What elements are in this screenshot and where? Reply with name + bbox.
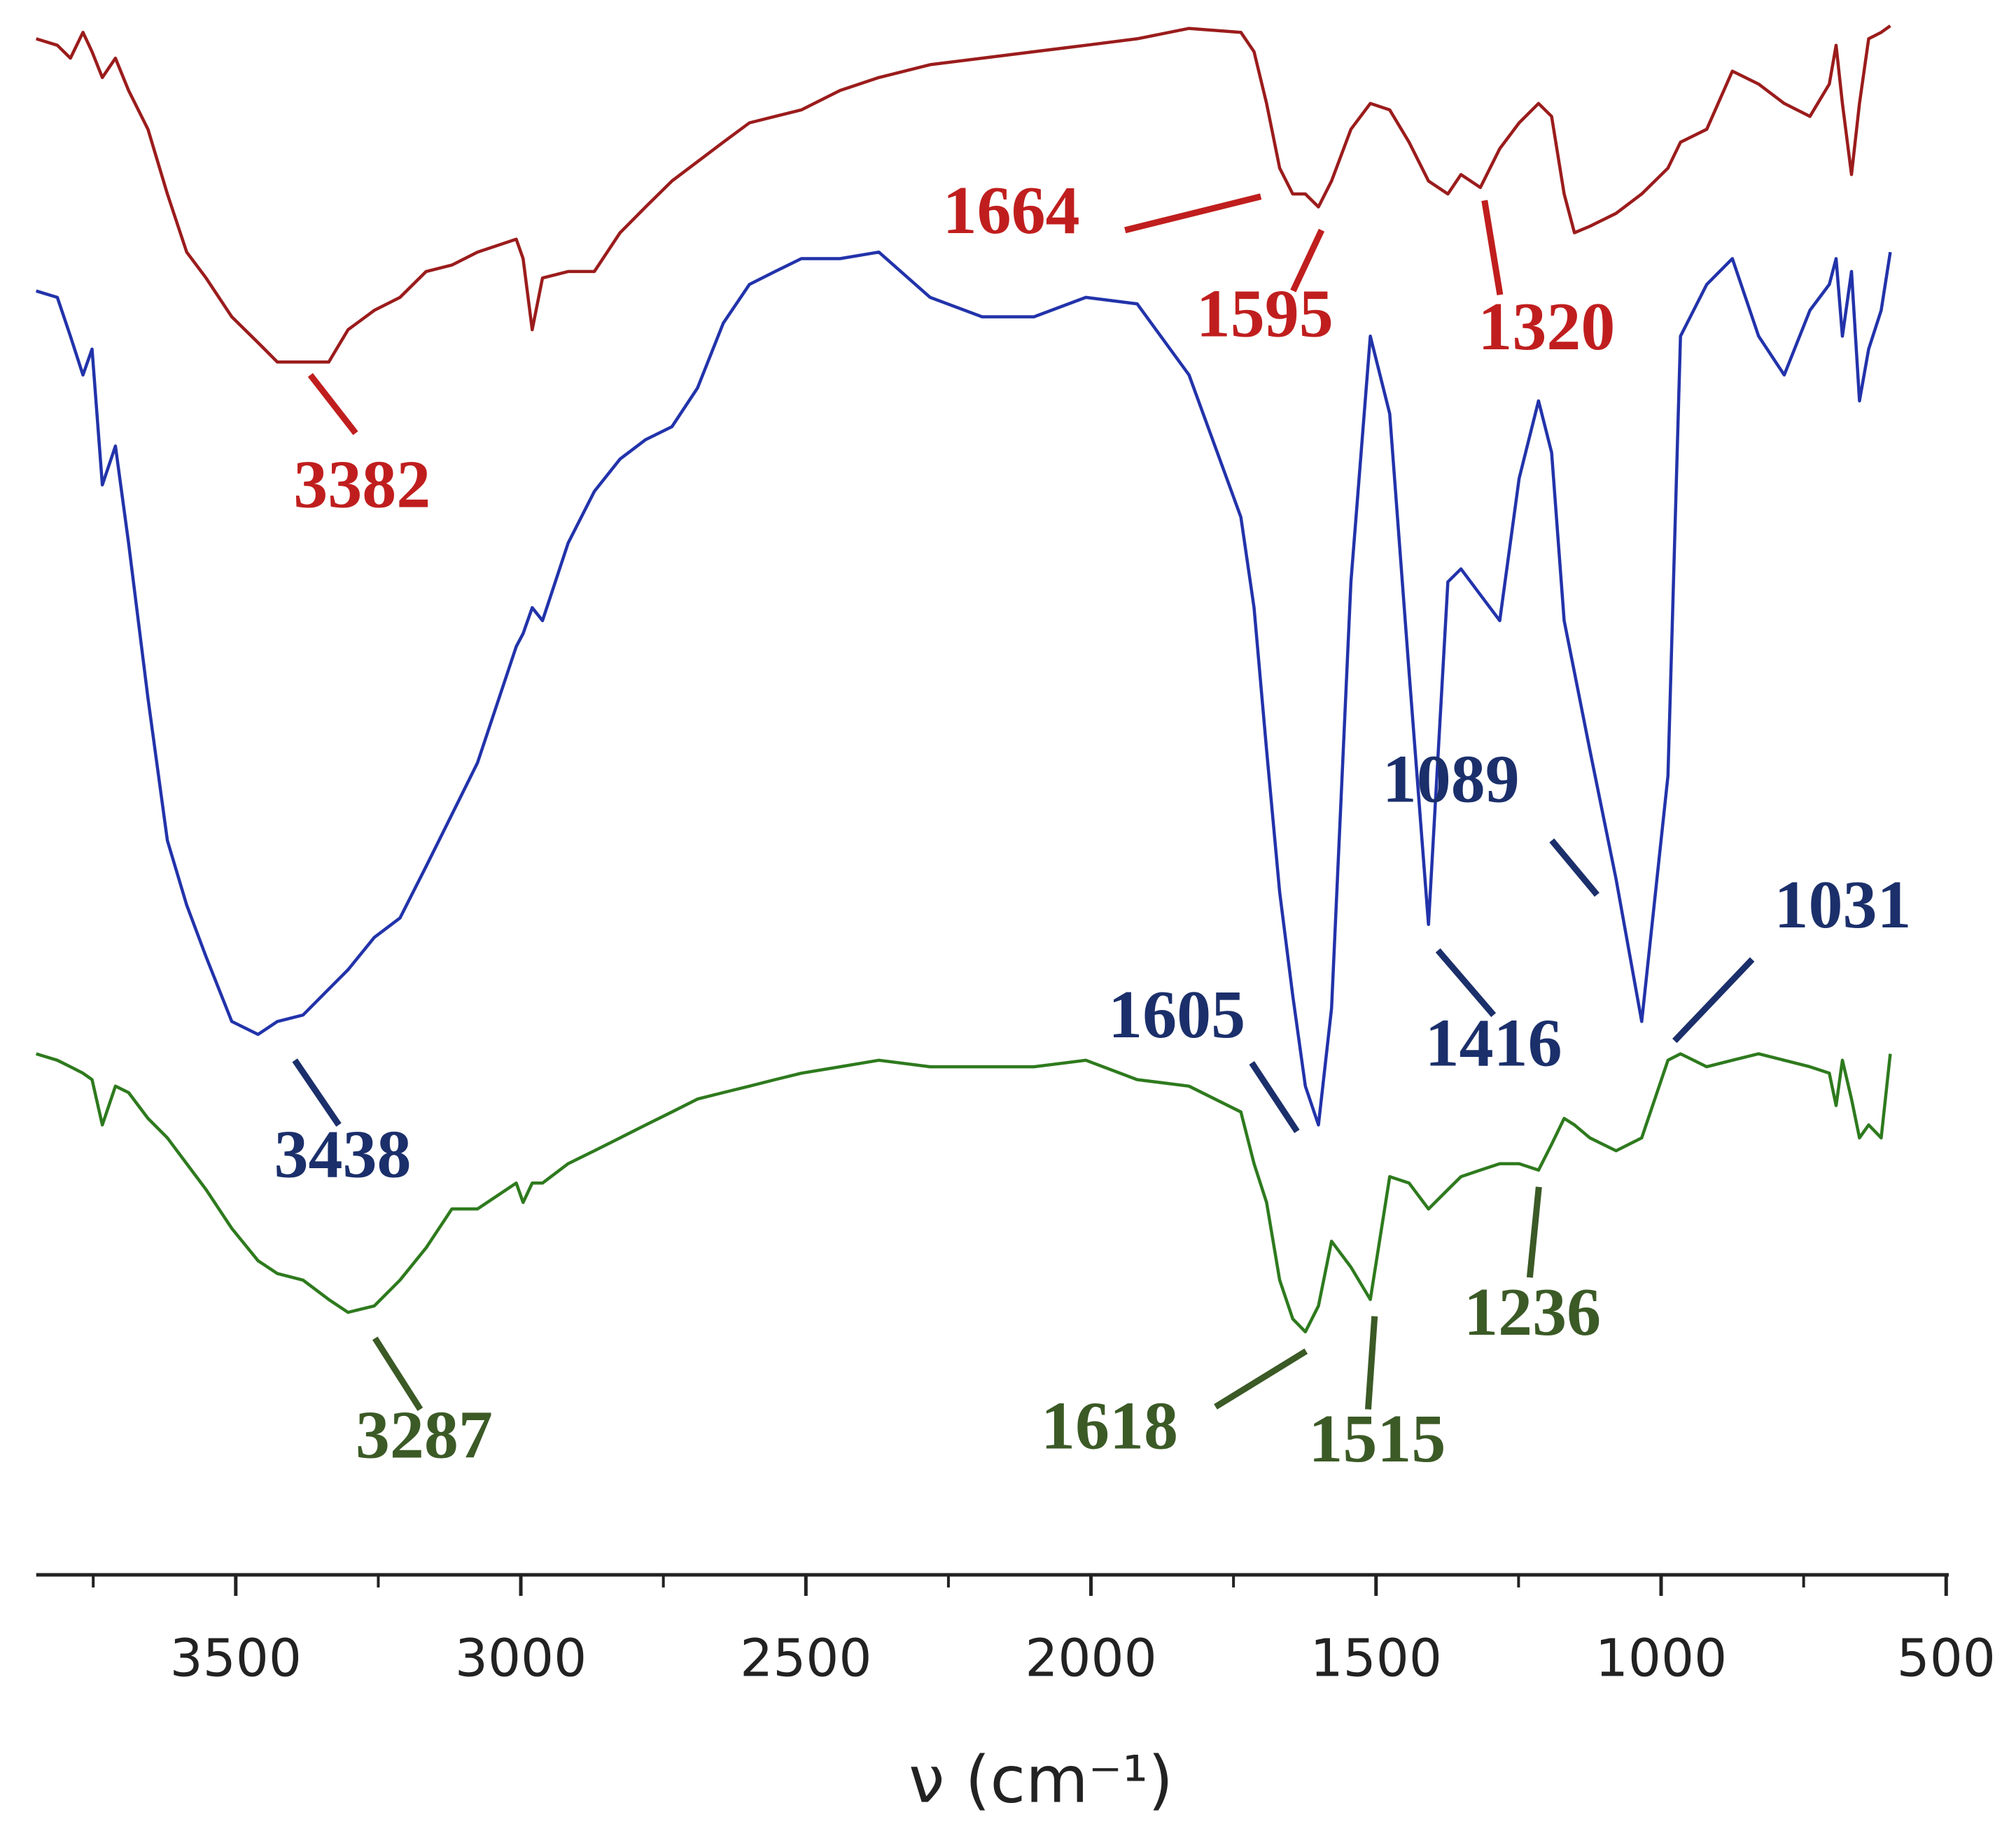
x-tick-label: 1500 bbox=[1310, 1628, 1442, 1688]
x-tick-label: 500 bbox=[1897, 1628, 1996, 1688]
peak-label: 1605 bbox=[1108, 977, 1245, 1053]
peak-leader bbox=[1435, 948, 1497, 1018]
peak-label: 1416 bbox=[1425, 1006, 1562, 1081]
peak-leader bbox=[1549, 838, 1600, 897]
peak-leader bbox=[1481, 199, 1504, 295]
peak-label: 1320 bbox=[1478, 289, 1615, 365]
peak-leader bbox=[292, 1058, 342, 1127]
peak-label: 1089 bbox=[1382, 742, 1520, 818]
x-tick-label: 2000 bbox=[1025, 1628, 1156, 1688]
x-axis-label: ν (cm⁻¹) bbox=[909, 1742, 1173, 1817]
spectrum-line bbox=[36, 1052, 1892, 1334]
peak-label: 1236 bbox=[1464, 1275, 1601, 1350]
peak-leader bbox=[1124, 193, 1262, 234]
peak-leader bbox=[307, 372, 358, 435]
peak-leader bbox=[1249, 1061, 1300, 1133]
spectrum-line bbox=[36, 24, 1891, 364]
x-tick-label: 1000 bbox=[1595, 1628, 1727, 1688]
peak-label: 1595 bbox=[1196, 276, 1334, 352]
peak-leader bbox=[1364, 1316, 1378, 1410]
peak-label: 3382 bbox=[293, 447, 430, 522]
peak-label: 3438 bbox=[274, 1116, 412, 1192]
peak-label: 1515 bbox=[1308, 1401, 1446, 1477]
x-tick-label: 3500 bbox=[170, 1628, 302, 1688]
peak-leader bbox=[1672, 957, 1755, 1044]
peak-leader bbox=[1290, 228, 1325, 293]
peak-leader bbox=[1214, 1348, 1308, 1410]
peak-label: 1618 bbox=[1041, 1388, 1178, 1464]
peak-leader bbox=[372, 1336, 424, 1412]
x-tick-label: 2500 bbox=[740, 1628, 872, 1688]
x-tick-label: 3000 bbox=[455, 1628, 587, 1688]
peak-label: 3287 bbox=[356, 1397, 493, 1473]
peak-label: 1664 bbox=[943, 173, 1080, 248]
peak-leader bbox=[1526, 1186, 1542, 1278]
spectrum-line bbox=[36, 250, 1892, 1127]
peak-label: 1031 bbox=[1774, 867, 1911, 943]
